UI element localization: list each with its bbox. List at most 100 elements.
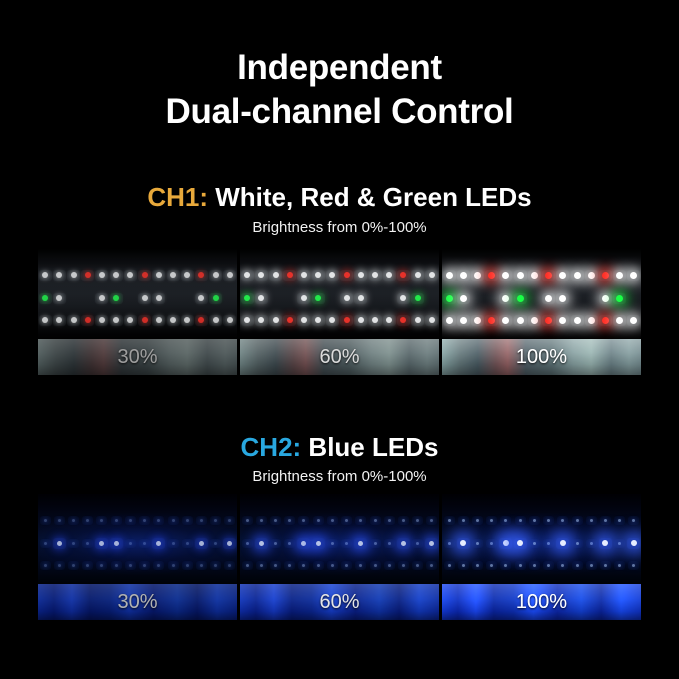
led-w — [223, 314, 237, 326]
led-bd — [543, 515, 555, 525]
led-bd — [139, 515, 151, 525]
led-w — [52, 292, 66, 304]
led-bd — [53, 515, 65, 525]
led-bd — [210, 560, 222, 570]
led-bd — [457, 515, 469, 525]
led-bd — [326, 538, 338, 548]
led-w — [152, 314, 166, 326]
led-bd — [614, 538, 626, 548]
ch2-brightness-label-100: 100% — [442, 584, 641, 620]
led-r — [194, 269, 208, 281]
ch2-panel-100[interactable]: 100% — [442, 494, 641, 620]
pcb-sheen — [38, 494, 237, 584]
led-w — [138, 292, 152, 304]
led-w — [456, 314, 470, 326]
led-bd — [443, 560, 455, 570]
led-b — [513, 537, 527, 549]
led-g — [513, 292, 527, 304]
led-bd — [139, 538, 151, 548]
led-bd — [397, 560, 409, 570]
led-w — [556, 314, 570, 326]
page-title: Independent Dual-channel Control — [0, 46, 679, 134]
ch1-percent-60: 60% — [319, 346, 360, 368]
led-bd — [39, 538, 51, 548]
led-w — [527, 269, 541, 281]
led-bd — [528, 538, 540, 548]
led-b — [456, 537, 470, 549]
led-w — [396, 292, 410, 304]
led-w — [194, 292, 208, 304]
ch1-panel-60[interactable]: 60% — [240, 249, 439, 375]
page-title-line-2: Dual-channel Control — [165, 92, 514, 131]
led-w — [368, 314, 382, 326]
ch1-tag: CH1: — [147, 182, 209, 212]
led-bd — [82, 538, 94, 548]
led-bd — [341, 515, 353, 525]
led-w — [471, 314, 485, 326]
led-bd — [543, 538, 555, 548]
led-r — [542, 269, 556, 281]
ch2-panel-30[interactable]: 30% — [38, 494, 237, 620]
led-w — [38, 314, 52, 326]
led-bd — [571, 560, 583, 570]
led-bd — [426, 560, 438, 570]
led-bd — [241, 560, 253, 570]
led-bd — [326, 515, 338, 525]
led-w — [311, 269, 325, 281]
ch2-panel-60[interactable]: 60% — [240, 494, 439, 620]
led-g — [613, 292, 627, 304]
ch2-brightness-label-60: 60% — [240, 584, 439, 620]
ch1-panel-30[interactable]: 30% — [38, 249, 237, 375]
ch1-panel-100[interactable]: 100% — [442, 249, 641, 375]
led-w — [95, 292, 109, 304]
led-w — [556, 292, 570, 304]
led-w — [152, 269, 166, 281]
led-w — [180, 314, 194, 326]
led-bd — [585, 515, 597, 525]
led-r — [81, 314, 95, 326]
led-w — [411, 314, 425, 326]
ch1-percent-100: 100% — [515, 346, 568, 368]
led-w — [499, 292, 513, 304]
led-bd — [472, 538, 484, 548]
led-bd — [443, 515, 455, 525]
led-b — [254, 537, 268, 549]
led-bd — [383, 538, 395, 548]
led-w — [442, 314, 456, 326]
led-r — [396, 314, 410, 326]
led-bd — [585, 560, 597, 570]
led-w — [584, 269, 598, 281]
led-w — [67, 314, 81, 326]
led-w — [368, 269, 382, 281]
led-w — [411, 269, 425, 281]
led-bd — [614, 560, 626, 570]
led-bd — [500, 560, 512, 570]
led-b — [499, 537, 513, 549]
ch2-heading: CH2: Blue LEDs — [0, 432, 679, 463]
led-w — [584, 314, 598, 326]
led-bd — [383, 560, 395, 570]
led-w — [354, 314, 368, 326]
led-bd — [355, 515, 367, 525]
led-g — [240, 292, 254, 304]
led-w — [123, 269, 137, 281]
led-w — [570, 314, 584, 326]
led-w — [627, 269, 641, 281]
led-w — [123, 314, 137, 326]
ch1-brightness-label-30: 30% — [38, 339, 237, 375]
led-w — [442, 269, 456, 281]
led-bd — [412, 560, 424, 570]
led-bd — [383, 515, 395, 525]
led-g — [311, 292, 325, 304]
led-bd — [53, 560, 65, 570]
led-bd — [82, 515, 94, 525]
led-bd — [571, 515, 583, 525]
led-bd — [543, 560, 555, 570]
pcb-sheen — [442, 494, 641, 584]
led-bd — [181, 515, 193, 525]
led-bd — [528, 560, 540, 570]
ch2-subtitle: Brightness from 0%-100% — [252, 468, 427, 485]
led-bd — [341, 538, 353, 548]
ch2-percent-60: 60% — [319, 591, 360, 613]
led-b — [152, 537, 166, 549]
